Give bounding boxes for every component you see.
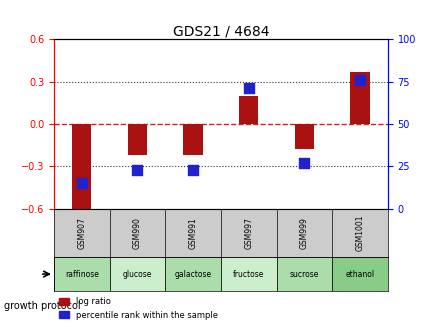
Text: sucrose: sucrose	[289, 269, 318, 279]
Bar	[238, 96, 258, 124]
Bar	[183, 124, 203, 155]
Bar	[294, 124, 313, 149]
Text: GSM1001: GSM1001	[355, 215, 364, 251]
Point	[356, 77, 362, 82]
Text: GSM999: GSM999	[299, 217, 308, 249]
Text: galactose: galactose	[174, 269, 211, 279]
Point	[134, 167, 141, 172]
Bar	[276, 257, 332, 291]
Title: GDS21 / 4684: GDS21 / 4684	[172, 24, 268, 38]
Bar	[350, 72, 369, 124]
Text: GSM997: GSM997	[244, 217, 253, 249]
Point	[78, 181, 85, 186]
Text: ethanol: ethanol	[345, 269, 374, 279]
Text: growth protocol: growth protocol	[4, 301, 81, 311]
Text: GSM907: GSM907	[77, 217, 86, 249]
Bar	[221, 257, 276, 291]
Bar	[54, 257, 109, 291]
Legend: log ratio, percentile rank within the sample: log ratio, percentile rank within the sa…	[56, 294, 221, 323]
Bar	[332, 257, 387, 291]
Text: GSM991: GSM991	[188, 217, 197, 249]
Point	[300, 160, 307, 165]
Bar	[165, 257, 220, 291]
Text: raffinose: raffinose	[64, 269, 98, 279]
Bar	[109, 257, 165, 291]
Text: glucose: glucose	[123, 269, 152, 279]
Point	[189, 167, 196, 172]
Text: fructose: fructose	[233, 269, 264, 279]
Bar	[72, 124, 91, 209]
Point	[245, 86, 252, 91]
Bar	[127, 124, 147, 155]
Text: GSM990: GSM990	[132, 217, 141, 249]
